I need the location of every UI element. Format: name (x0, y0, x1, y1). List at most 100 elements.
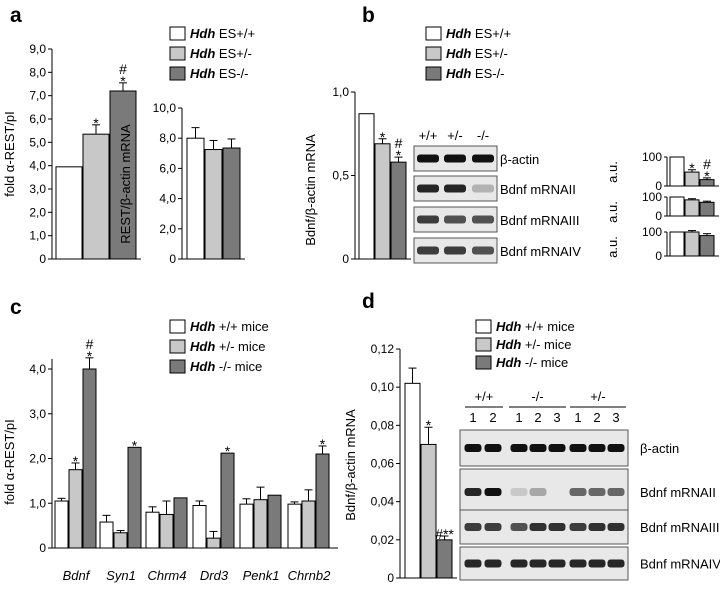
d-lane-number: 1 (574, 410, 581, 425)
c-main-bar-Chrm4 (145, 511, 160, 549)
a-left-bar (55, 166, 83, 260)
a-right-tick-label: 4,0 (159, 192, 176, 206)
d-blot-3-band (569, 559, 587, 568)
a-left-bar-significance: * (120, 73, 126, 89)
b-main-bar (358, 113, 375, 260)
panel-label-c: c (10, 296, 22, 319)
b-blot-2-band (444, 215, 466, 224)
b-main-tick-label: 0,5 (332, 169, 349, 183)
b-small-II-tick-label: 0 (655, 179, 662, 193)
d-blot-0-band (607, 444, 625, 452)
d-main-bar-significance: #** (435, 526, 454, 542)
b-small-IV-bar (699, 235, 715, 257)
c-main-y-label: fold α-REST/pI (2, 419, 17, 505)
b-small-III-bar (669, 196, 685, 217)
d-blot-0-band (569, 444, 587, 452)
d-blot-1-band (569, 488, 587, 496)
d-blot-2-band (548, 523, 566, 531)
a-legend-swatch (169, 66, 186, 81)
b-blot-1-band (444, 184, 466, 193)
a-right-y-label: REST/β-actin mRNA (118, 124, 133, 244)
d-lane-number: 2 (489, 410, 496, 425)
d-lane-number: 1 (515, 410, 522, 425)
c-main-tick-label: 4,0 (29, 362, 46, 376)
d-blot-0-band (529, 444, 547, 452)
d-lane-number: 3 (612, 410, 619, 425)
d-blot-1-band (484, 488, 502, 496)
b-small-IV-tick-label: 0 (655, 249, 662, 263)
c-main-bar-Penk1 (239, 503, 254, 549)
c-main-tick-label: 0 (39, 541, 46, 555)
b-small-III-y-label: a.u. (605, 201, 620, 223)
chart-a-right: 0 2,0 4,0 6,0 8,0 10,0 REST/β-actin mRNA (118, 101, 245, 266)
d-blot-3-band (607, 559, 625, 568)
d-blot-0-band (464, 444, 482, 452)
b-lane-label: +/+ (419, 128, 438, 143)
b-blot-label: β-actin (500, 152, 539, 167)
d-lane-number: 3 (553, 410, 560, 425)
d-main-tick-label: 0,10 (371, 380, 395, 394)
d-legend-swatch (475, 319, 492, 334)
panel-label-b: b (362, 4, 375, 27)
d-legend-swatch (475, 355, 492, 370)
c-legend-swatch (169, 339, 186, 354)
d-legend-label: Hdh +/- mice (496, 337, 572, 352)
c-main-bar-Syn1 (113, 532, 128, 549)
d-blot-0-band (510, 444, 528, 452)
c-main-bar-Chrnb2 (315, 453, 330, 549)
d-lane-group-label: +/+ (475, 389, 494, 404)
c-main-bar-Syn1 (99, 521, 114, 549)
a-left-tick-label: 7,0 (29, 89, 46, 103)
b-main-bar-significance: * (396, 147, 402, 163)
d-blot-1-band (529, 488, 547, 496)
d-blot-label: β-actin (640, 441, 679, 456)
d-main-bar-significance: * (426, 417, 432, 433)
b-legend-swatch (425, 66, 442, 81)
c-main-bar-Bdnf-significance: * (73, 453, 79, 469)
d-main-tick-label: 0,06 (371, 457, 395, 471)
b-main-tick-label: 1,0 (332, 85, 349, 99)
d-main-y-label: Bdnf/β-actin mRNA (343, 409, 358, 521)
b-small-III-tick-label: 0 (655, 209, 662, 223)
d-lane-number: 2 (534, 410, 541, 425)
b-main-bar (390, 161, 407, 260)
d-legend-label: Hdh -/- mice (496, 355, 568, 370)
b-small-IV-bar (669, 231, 685, 257)
c-main-tick-label: 3,0 (29, 407, 46, 421)
d-lane-group-label: +/- (590, 389, 606, 404)
legends: Hdh ES+/+ Hdh ES+/- Hdh ES-/- Hdh ES+/+ Hdh … (169, 26, 575, 374)
b-small-III-bar (684, 199, 700, 217)
c-legend-label: Hdh -/- mice (190, 359, 262, 374)
c-main-category-label: Chrm4 (147, 568, 186, 583)
d-blot-0-band (548, 444, 566, 452)
d-main-tick-label: 0,02 (371, 533, 395, 547)
a-left-bar (109, 90, 137, 260)
b-legend-label: Hdh ES+/- (446, 46, 508, 61)
a-right-bar (186, 137, 205, 260)
c-main-bar-Drd3 (220, 452, 235, 549)
b-legend-label: Hdh ES-/- (446, 66, 505, 81)
b-main-bar-significance: * (380, 129, 386, 145)
a-left-y-label: fold α-REST/pI (2, 111, 17, 197)
c-main-bar-Chrnb2-significance: * (320, 436, 326, 452)
c-main-bar-Bdnf (68, 469, 83, 549)
b-blot-label: Bdnf mRNAIII (500, 213, 579, 228)
a-legend-swatch (169, 46, 186, 61)
c-main-bar-Bdnf-significance: # (86, 336, 94, 352)
b-legend-swatch (425, 46, 442, 61)
a-legend-label: Hdh ES-/- (190, 66, 249, 81)
a-left-tick-label: 1,0 (29, 229, 46, 243)
d-blot-label: Bdnf mRNAIII (640, 520, 719, 535)
d-lane-number: 1 (469, 410, 476, 425)
d-blot-3-band (529, 559, 547, 568)
c-legend-swatch (169, 319, 186, 334)
d-main-tick-label: 0,12 (371, 342, 395, 356)
a-right-tick-label: 2,0 (159, 222, 176, 236)
b-lane-label: +/- (447, 128, 463, 143)
b-main-y-label: Bdnf/β-actin mRNA (303, 134, 318, 246)
c-main-bar-Chrm4 (173, 497, 188, 549)
b-small-II-tick-label: 100 (642, 150, 662, 164)
